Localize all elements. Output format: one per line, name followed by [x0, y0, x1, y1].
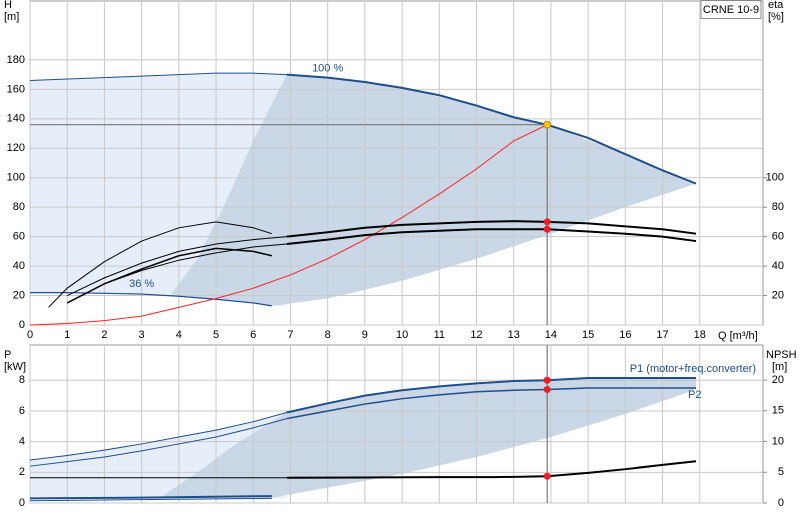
- y2-tick-label: 100: [766, 172, 784, 184]
- chart-title: CRNE 10-9: [703, 4, 759, 16]
- x-tick-label: 15: [582, 329, 594, 341]
- y2-tick-label: 5: [778, 466, 784, 478]
- y-tick-label: 100: [7, 172, 25, 184]
- x-tick-label: 10: [396, 329, 408, 341]
- model-box: [700, 0, 762, 19]
- y2-axis-label: eta: [768, 0, 784, 11]
- curve: [66, 247, 273, 304]
- x-tick-label: 14: [545, 329, 557, 341]
- y-axis-label: P: [4, 349, 11, 361]
- y-tick-label: 140: [7, 113, 25, 125]
- y-tick-label: 8: [19, 374, 25, 386]
- x-tick-label: 17: [656, 329, 668, 341]
- curve: [286, 73, 697, 185]
- y2-axis-unit: [m]: [772, 361, 787, 373]
- curve: [286, 220, 697, 238]
- curve: [29, 418, 287, 467]
- curve: [29, 412, 287, 461]
- x-tick-label: 1: [64, 329, 70, 341]
- y-tick-label: 0: [19, 319, 25, 331]
- y-tick-label: 60: [13, 231, 25, 243]
- curve: [286, 228, 697, 245]
- y2-tick-label: 20: [772, 374, 784, 386]
- y-tick-label: 4: [19, 436, 25, 448]
- y-tick-label: 6: [19, 405, 25, 417]
- y-tick-label: 80: [13, 201, 25, 213]
- curve: [29, 497, 272, 502]
- y-axis-unit: [kW]: [4, 361, 26, 373]
- operating-point: [543, 225, 551, 233]
- x-tick-label: 4: [176, 329, 182, 341]
- curve: [29, 72, 287, 82]
- x-tick-label: 7: [287, 329, 293, 341]
- y-tick-label: 180: [7, 54, 25, 66]
- curve-label: P2: [688, 389, 701, 401]
- y-tick-label: 0: [19, 497, 25, 509]
- y2-axis-label: NPSH: [766, 349, 797, 361]
- curve: [29, 495, 272, 500]
- x-tick-label: 16: [619, 329, 631, 341]
- operating-point: [543, 218, 551, 226]
- y-tick-label: 40: [13, 260, 25, 272]
- curve-label: P1 (motor+freq.converter): [630, 363, 756, 375]
- curve: [286, 387, 697, 420]
- operating-point: [543, 120, 552, 129]
- y2-tick-label: 80: [772, 201, 784, 213]
- y-tick-label: 120: [7, 142, 25, 154]
- x-tick-label: 11: [434, 329, 445, 341]
- y2-tick-label: 10: [772, 435, 784, 447]
- y2-tick-label: 15: [772, 405, 784, 417]
- curve: [286, 376, 697, 414]
- operating-point: [543, 376, 551, 384]
- y-tick-label: 20: [13, 289, 25, 301]
- y2-tick-label: 40: [772, 260, 784, 272]
- x-tick-label: 2: [101, 329, 107, 341]
- curve-label: 36 %: [129, 278, 154, 290]
- x-axis-label: Q [m³/h]: [718, 330, 758, 342]
- x-tick-label: 13: [508, 329, 520, 341]
- x-tick-label: 5: [213, 329, 219, 341]
- x-tick-label: 9: [362, 329, 368, 341]
- x-tick-label: 6: [250, 329, 256, 341]
- operating-point: [543, 472, 551, 480]
- curve: [48, 221, 273, 308]
- curve: [66, 236, 287, 296]
- x-tick-label: 18: [694, 329, 706, 341]
- y-tick-label: 2: [19, 466, 25, 478]
- curve: [29, 124, 548, 326]
- x-tick-label: 3: [139, 329, 145, 341]
- y-axis-unit: [m]: [4, 11, 19, 23]
- y2-axis-unit: [%]: [768, 11, 784, 23]
- y-axis-label: H: [4, 0, 12, 11]
- y2-tick-label: 60: [772, 231, 784, 243]
- x-tick-label: 0: [27, 329, 33, 341]
- x-tick-label: 12: [470, 329, 482, 341]
- x-tick-label: 8: [325, 329, 331, 341]
- operating-point: [543, 385, 551, 393]
- curve-label: 100 %: [312, 62, 343, 74]
- y2-tick-label: 0: [778, 497, 784, 509]
- operating-region: [160, 377, 697, 498]
- y2-tick-label: 20: [772, 289, 784, 301]
- y-tick-label: 160: [7, 83, 25, 95]
- operating-region: [171, 74, 697, 306]
